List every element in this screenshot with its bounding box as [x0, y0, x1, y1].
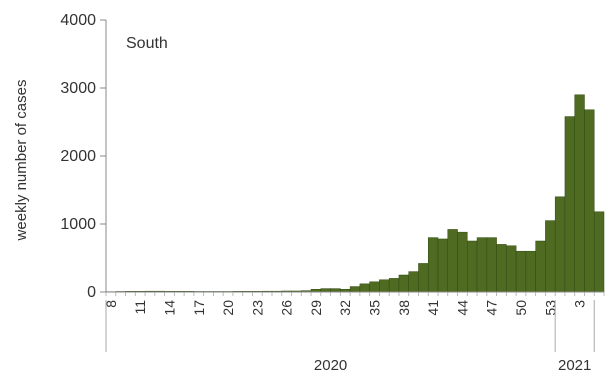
y-tick-label: 0 — [87, 284, 96, 301]
x-tick-label: 17 — [191, 300, 207, 316]
x-tick-label: 11 — [132, 300, 148, 315]
y-tick-label: 1000 — [60, 216, 96, 233]
x-tick-label: 23 — [249, 300, 265, 316]
bar — [388, 278, 400, 293]
x-tick-label: 8 — [103, 300, 119, 308]
y-tick-label: 3000 — [60, 80, 96, 97]
bar — [330, 288, 341, 293]
bar — [398, 274, 409, 293]
x-tick-label: 20 — [220, 300, 236, 316]
x-tick-label: 50 — [513, 300, 529, 316]
bar — [437, 238, 449, 293]
bar — [515, 250, 527, 293]
bar — [359, 283, 370, 293]
bar — [408, 271, 419, 293]
x-axis: 8 11 14 17 20 23 26 29 32 35 38 41 44 47 50 53 3 — [103, 291, 605, 316]
x-tick-label: 26 — [279, 300, 295, 316]
bar — [457, 231, 468, 293]
x-tick-label: 47 — [484, 300, 500, 316]
x-tick-label: 29 — [308, 300, 324, 316]
bar — [427, 237, 439, 293]
bar — [496, 244, 507, 293]
x-tick-label: 35 — [367, 300, 383, 316]
bar — [369, 281, 380, 293]
x-axis-year-groups: 2020 2021 — [105, 300, 595, 374]
bar — [545, 220, 556, 293]
bar — [418, 263, 429, 293]
y-tick-label: 4000 — [60, 12, 96, 29]
bar — [349, 286, 361, 293]
bar — [535, 240, 546, 293]
x-tick-label: 38 — [396, 300, 412, 316]
x-tick-label: 44 — [454, 300, 470, 316]
bar — [467, 240, 478, 293]
bar — [506, 245, 517, 293]
bar — [447, 229, 458, 293]
year-group-label: 2020 — [314, 357, 347, 374]
bar — [574, 94, 585, 293]
bar — [379, 279, 390, 293]
x-tick-label: 32 — [337, 300, 353, 316]
x-tick-label: 14 — [162, 300, 178, 316]
year-group-label: 2021 — [558, 357, 591, 374]
bar — [525, 250, 536, 293]
bars — [105, 94, 605, 293]
bar — [320, 288, 331, 293]
y-axis: 0 1000 2000 3000 4000 — [60, 12, 107, 301]
y-axis-label: weekly number of cases — [13, 80, 30, 242]
x-tick-label: 41 — [425, 300, 441, 316]
bar — [476, 237, 488, 293]
bar — [593, 211, 605, 293]
bar — [564, 116, 575, 293]
bar — [554, 196, 566, 293]
x-tick-label: 3 — [572, 300, 588, 308]
region-annotation: South — [126, 35, 168, 52]
bar — [486, 237, 497, 293]
y-tick-label: 2000 — [60, 148, 96, 165]
bar — [584, 109, 595, 293]
x-tick-label: 53 — [542, 300, 558, 316]
